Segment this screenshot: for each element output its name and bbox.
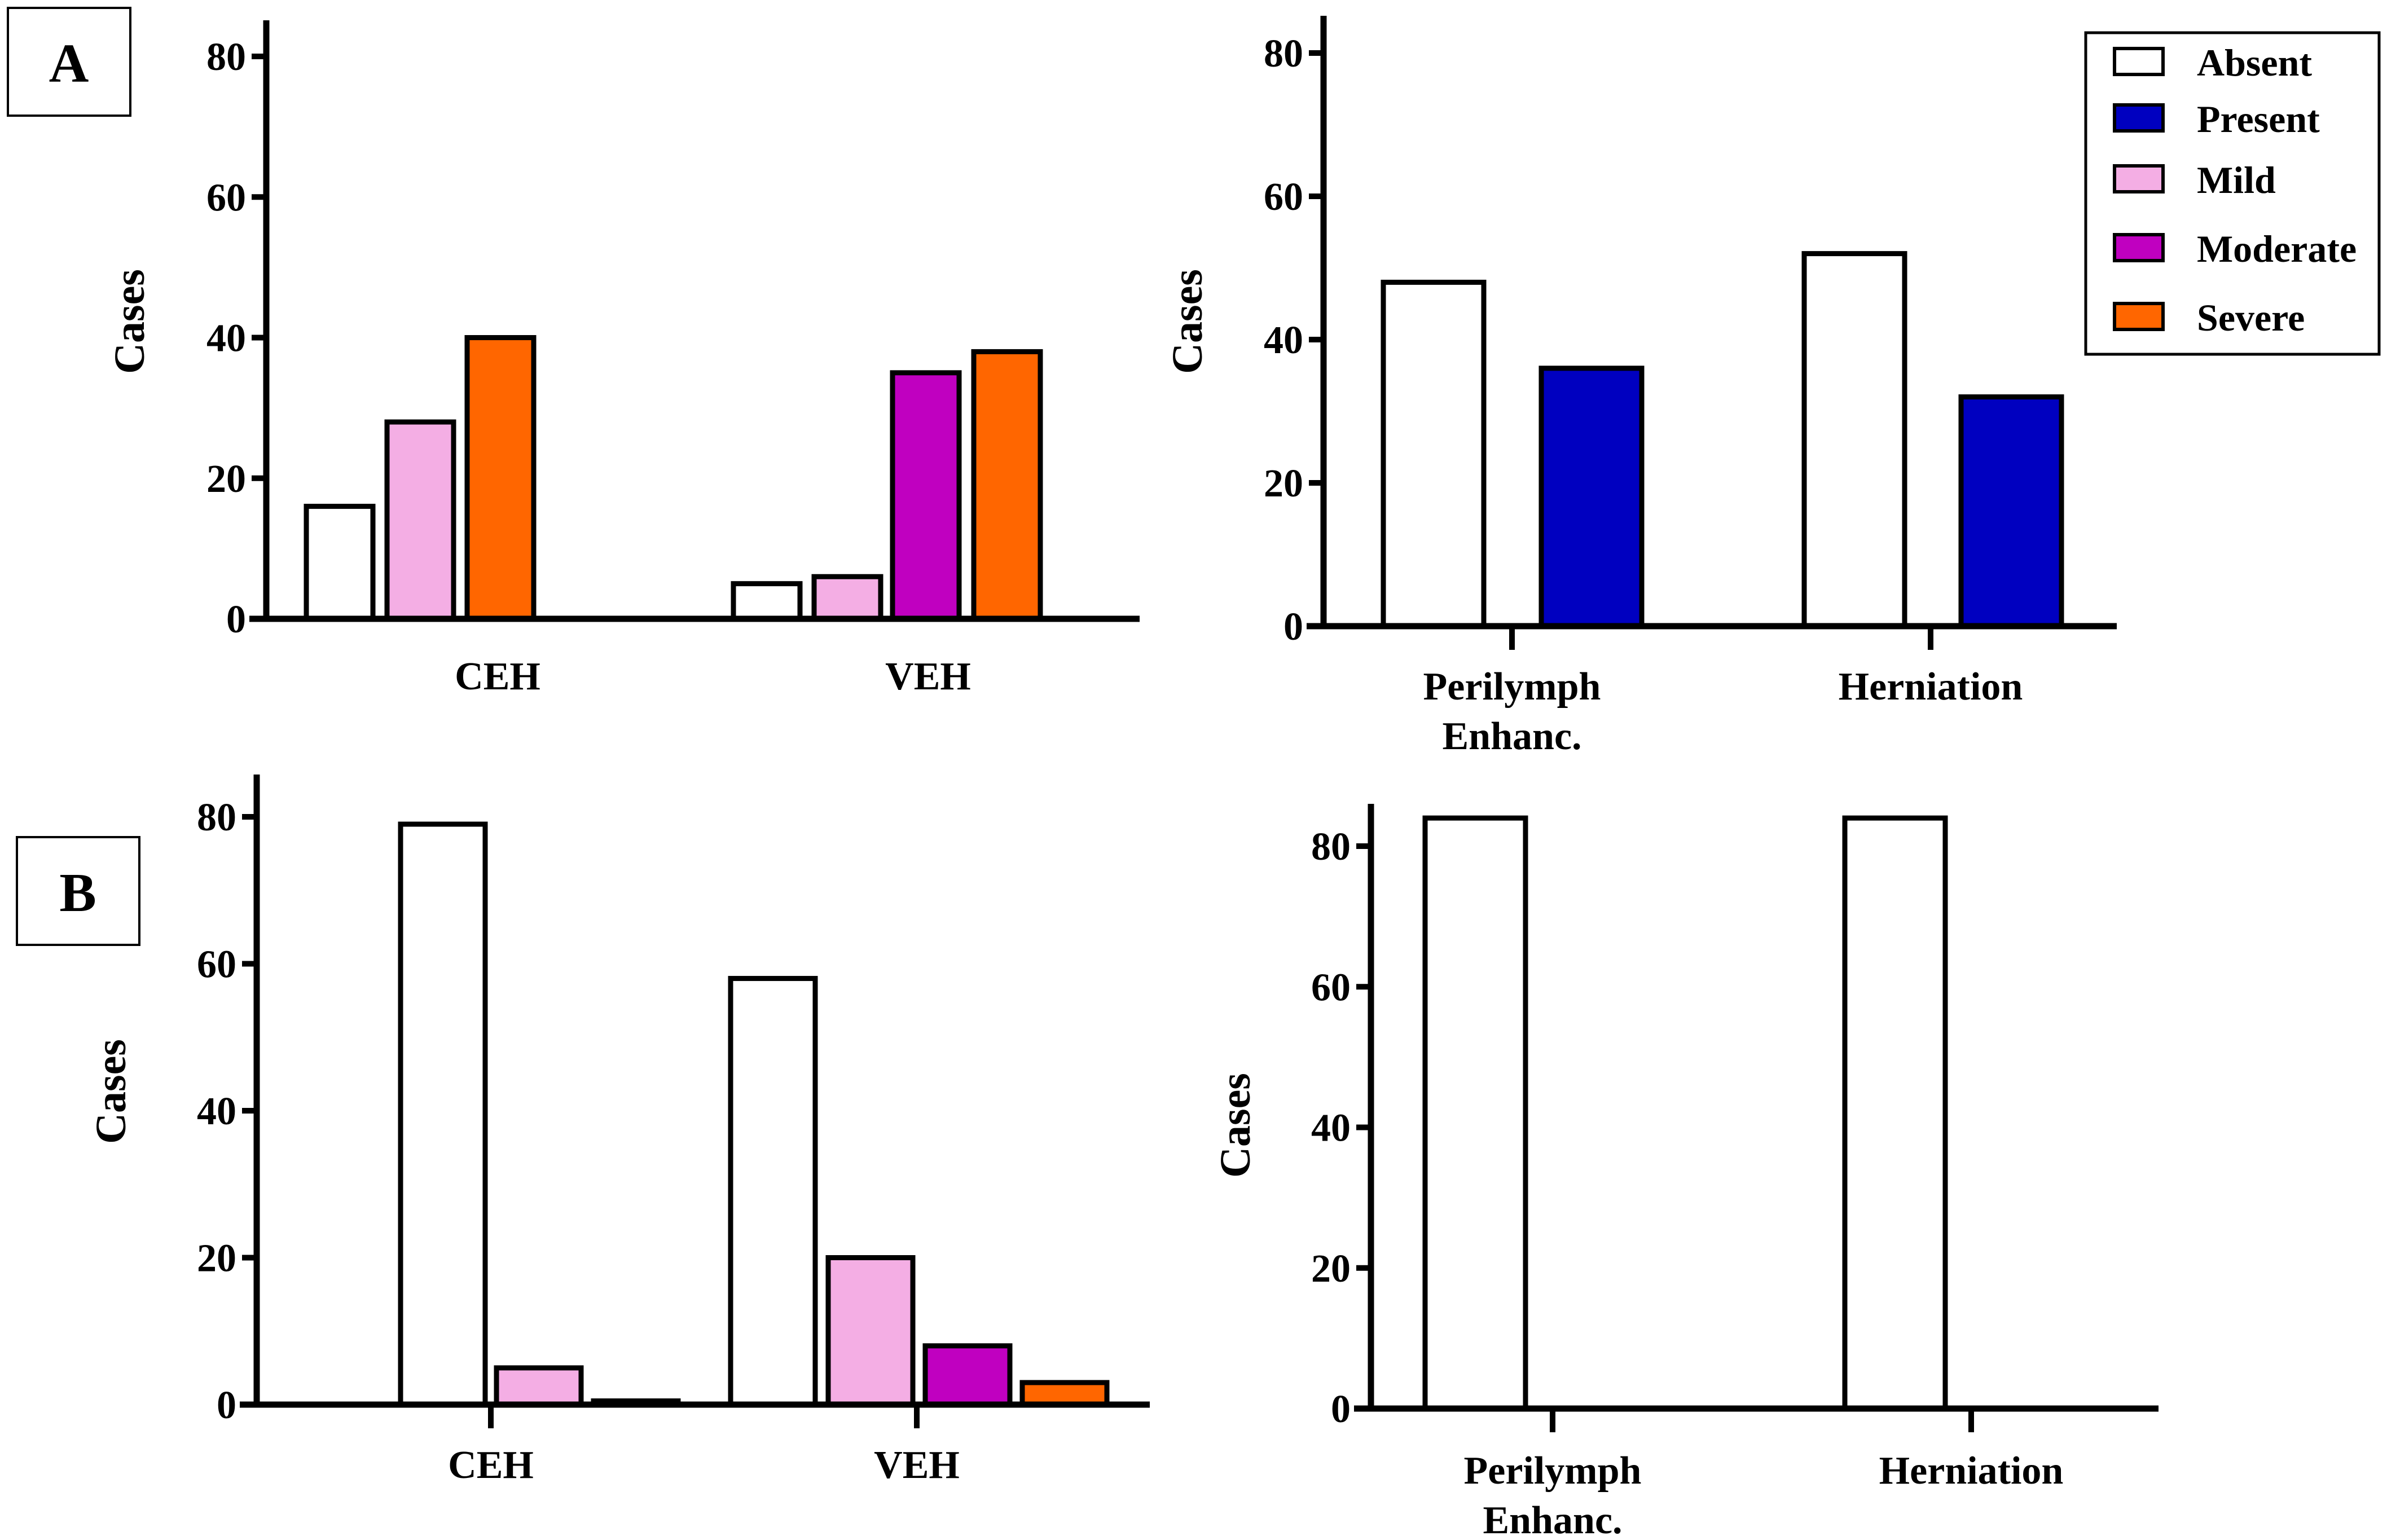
legend-label-moderate: Moderate [2197, 227, 2357, 270]
x-category-label: Perilymph Enhanc. [1423, 665, 1601, 758]
bar-veh-severe [1019, 1380, 1110, 1407]
x-category-label: Perilymph Enhanc. [1464, 1449, 1642, 1540]
chart-b-perilymph-herniation: 0 20 40 60 80 Perilymph Enhanc. Herniation Cases [1212, 804, 2159, 1540]
bar-veh-absent [728, 976, 818, 1407]
y-tick-label: 0 [1331, 1388, 1351, 1431]
bar-ceh-absent [304, 504, 376, 622]
bar-veh-moderate [890, 370, 962, 622]
x-category-label: CEH [448, 1444, 534, 1487]
y-tick-label: 20 [1264, 462, 1303, 505]
y-tick-label: 20 [1311, 1247, 1351, 1291]
chart-a-perilymph-herniation: 0 20 40 60 80 Perilymph Enhanc. Herniation Cases [1164, 16, 2117, 758]
legend-label-severe: Severe [2197, 296, 2305, 339]
y-tick-label: 0 [1283, 605, 1303, 649]
y-tick-label: 60 [206, 176, 246, 219]
y-tick-label: 60 [197, 943, 236, 987]
y-tick-label: 80 [197, 796, 236, 839]
bar-perilymph-enhanc-absent [1422, 815, 1528, 1411]
legend-swatch-moderate [2113, 233, 2165, 262]
bar-veh-severe [971, 349, 1043, 622]
legend-swatch-severe [2113, 302, 2165, 331]
bar-ceh-severe [464, 335, 537, 622]
bar-herniation-present [1958, 394, 2064, 629]
legend-label-absent: Absent [2197, 41, 2312, 84]
y-tick-label: 60 [1311, 966, 1351, 1009]
panel-label-a: A [7, 7, 131, 117]
y-tick-label: 80 [1311, 825, 1351, 869]
y-tick-label: 20 [197, 1237, 236, 1281]
legend-swatch-absent [2113, 47, 2165, 76]
bar-herniation-absent [1842, 815, 1948, 1411]
y-tick-label: 20 [206, 457, 246, 501]
y-tick-label: 40 [197, 1090, 236, 1133]
legend-label-present: Present [2197, 98, 2320, 140]
x-category-label: VEH [874, 1444, 960, 1487]
panel-label-a-text: A [49, 33, 89, 94]
bar-perilymph-enhanc-present [1538, 366, 1645, 629]
y-tick-label: 0 [217, 1384, 236, 1427]
y-axis-label: Cases [1212, 1073, 1259, 1178]
chart-b-hydrops-grade: 0 20 40 60 80 CEH VEH Cases [87, 775, 1150, 1487]
bar-veh-mild [825, 1255, 916, 1407]
y-axis-label: Cases [1164, 269, 1211, 374]
y-tick-label: 40 [1264, 319, 1303, 362]
x-category-label: Herniation [1879, 1449, 2064, 1493]
y-axis-label: Cases [106, 269, 153, 374]
y-axis-label: Cases [87, 1039, 135, 1144]
bar-ceh-mild [494, 1365, 584, 1407]
y-tick-label: 40 [1311, 1107, 1351, 1150]
panel-label-b: B [16, 836, 140, 946]
chart-a-hydrops-grade: 0 20 40 60 80 CEH VEH Cases [106, 20, 1140, 698]
y-tick-label: 0 [226, 598, 246, 641]
bar-veh-moderate [922, 1343, 1013, 1407]
bar-veh-absent [731, 581, 803, 622]
x-category-label: VEH [885, 655, 971, 698]
y-tick-label: 80 [206, 36, 246, 79]
y-tick-label: 40 [206, 317, 246, 360]
legend-swatch-present [2113, 103, 2165, 133]
x-category-label: CEH [455, 655, 540, 698]
legend-swatch-mild [2113, 164, 2165, 193]
bar-veh-mild [811, 574, 883, 622]
y-tick-label: 80 [1264, 32, 1303, 76]
panel-label-b-text: B [59, 863, 96, 923]
bar-ceh-absent [398, 821, 488, 1407]
bar-perilymph-enhanc-absent [1381, 279, 1487, 629]
x-category-label: Herniation [1839, 665, 2023, 709]
bar-ceh-mild [384, 419, 456, 622]
legend-label-mild: Mild [2197, 159, 2276, 201]
legend: Absent Present Mild Moderate Severe [2084, 31, 2381, 356]
y-tick-label: 60 [1264, 175, 1303, 219]
bar-herniation-absent [1801, 251, 1907, 629]
